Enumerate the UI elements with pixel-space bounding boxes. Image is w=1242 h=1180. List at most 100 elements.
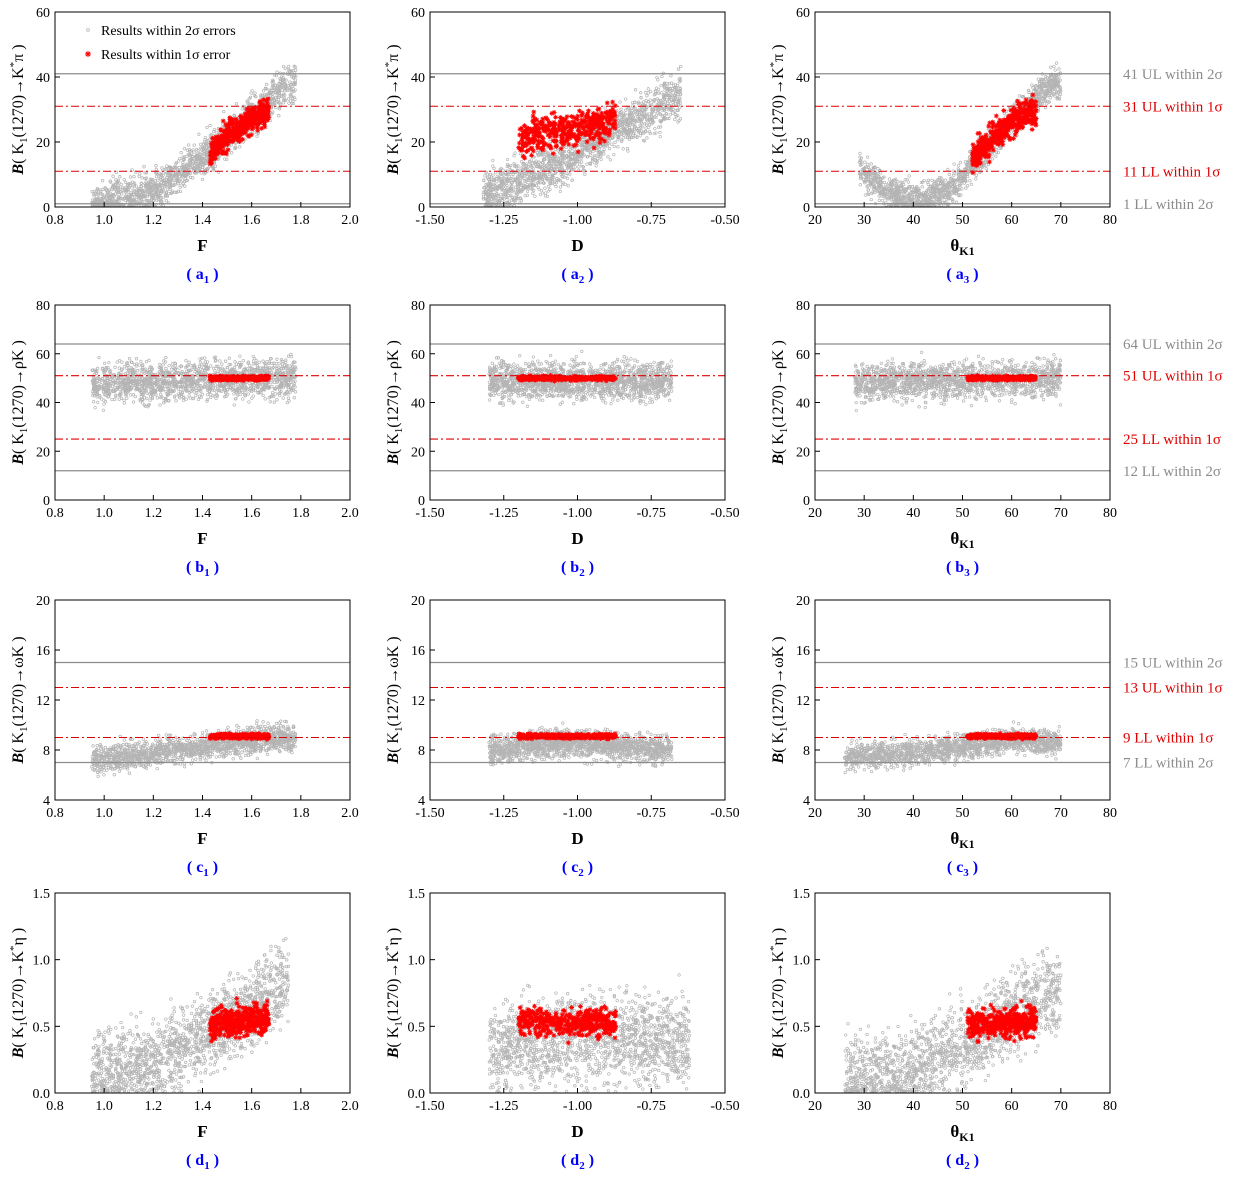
- y-label-paren: ( K: [770, 143, 787, 164]
- x-tick-label: 1.2: [145, 1099, 163, 1114]
- series-2sigma-points: [91, 720, 297, 778]
- x-tick-label: 50: [956, 213, 970, 228]
- panel-label-letter: ( b: [186, 559, 204, 576]
- x-tick-label: -1.25: [489, 1099, 518, 1114]
- x-axis-label: θK1: [950, 1122, 974, 1144]
- scatter-points: [858, 62, 1062, 209]
- y-tick-label: 4: [803, 794, 810, 809]
- panel-label: ( d2 ): [946, 1152, 979, 1172]
- side-label-lower-2sigma: 7 LL within 2σ: [1123, 756, 1213, 772]
- y-tick-label: 40: [36, 397, 50, 412]
- x-axis-subscript: K1: [959, 537, 974, 551]
- y-tick-label: 1.0: [408, 954, 426, 969]
- y-tick-label: 60: [36, 348, 50, 363]
- x-tick-label: 20: [808, 213, 822, 228]
- panel-label-letter: ( c: [187, 859, 203, 876]
- panel-label: ( b2 ): [561, 559, 594, 579]
- series-1sigma-points: [970, 93, 1039, 175]
- scatter-points: [91, 353, 297, 412]
- y-label-final-end: π ): [385, 44, 402, 61]
- x-axis-label: F: [197, 829, 207, 848]
- y-axis-label: B( K1(1270)→K*η ): [768, 928, 790, 1059]
- x-axis-symbol: F: [197, 829, 207, 848]
- y-label-prefix: B: [770, 753, 787, 765]
- y-tick-label: 60: [411, 348, 425, 363]
- y-label-process: (1270)→: [10, 79, 27, 138]
- panel-label-letter: ( c: [562, 859, 578, 876]
- side-label-lower-1sigma: 11 LL within 1σ: [1123, 164, 1220, 180]
- y-label-paren: ( K: [385, 1026, 402, 1047]
- y-label-process: (1270)→: [770, 668, 787, 727]
- x-tick-label: 40: [906, 806, 920, 821]
- y-label-paren: ( K: [385, 732, 402, 753]
- y-label-process: (1270)→: [770, 369, 787, 428]
- x-axis-symbol: F: [197, 236, 207, 255]
- x-axis-symbol: D: [571, 829, 583, 848]
- y-label-process: (1270)→: [10, 369, 27, 428]
- x-tick-label: 1.6: [243, 213, 261, 228]
- panel-label-close: ): [584, 266, 593, 283]
- y-tick-label: 0: [43, 494, 50, 509]
- x-tick-label: 1.4: [194, 213, 212, 228]
- x-axis-symbol: D: [571, 1122, 583, 1141]
- x-axis-label: F: [197, 1122, 207, 1141]
- y-label-final-end: η ): [770, 928, 787, 946]
- plot-frame: [430, 600, 725, 800]
- y-tick-label: 20: [411, 136, 425, 151]
- side-label-upper-1sigma: 31 UL within 1σ: [1123, 99, 1223, 115]
- y-label-final-state: K: [10, 67, 27, 79]
- x-tick-label: 1.0: [95, 213, 113, 228]
- y-label-final-end: η ): [10, 928, 27, 946]
- y-label-process: (1270)→: [385, 668, 402, 727]
- y-tick-label: 8: [43, 744, 50, 759]
- y-tick-label: 1.5: [793, 887, 811, 902]
- y-tick-label: 16: [36, 644, 50, 659]
- y-axis-label: B( K1(1270)→ωK ): [10, 636, 30, 764]
- panel-label-letter: ( b: [561, 559, 579, 576]
- y-label-final-state: ωK ): [10, 636, 27, 667]
- x-tick-label: 1.8: [292, 806, 310, 821]
- y-label-final-end: η ): [385, 928, 402, 946]
- y-label-paren: ( K: [10, 143, 27, 164]
- x-tick-label: 50: [956, 506, 970, 521]
- x-tick-label: 1.4: [194, 506, 212, 521]
- panel-label: ( d2 ): [561, 1152, 594, 1172]
- y-tick-label: 20: [36, 136, 50, 151]
- y-tick-label: 40: [36, 71, 50, 86]
- side-label-upper-1sigma: 51 UL within 1σ: [1123, 369, 1223, 385]
- y-label-final-state: K: [385, 67, 402, 79]
- y-axis-label: B( K1(1270)→K*η ): [8, 928, 30, 1059]
- scatter-points: [488, 722, 673, 768]
- side-label-lower-2sigma: 1 LL within 2σ: [1123, 197, 1213, 213]
- panel-label: ( b1 ): [186, 559, 219, 579]
- x-tick-label: 30: [857, 213, 871, 228]
- scatter-points: [854, 351, 1063, 412]
- legend-label-2sigma: Results within 2σ errors: [101, 24, 236, 39]
- series-2sigma-points: [482, 65, 682, 208]
- y-axis-label: B( K1(1270)→ωK ): [770, 636, 790, 764]
- y-label-paren: ( K: [770, 732, 787, 753]
- panel-label: ( d1 ): [186, 1152, 219, 1172]
- y-tick-label: 20: [796, 136, 810, 151]
- plot-frame: [815, 893, 1110, 1093]
- x-tick-label: 20: [808, 1099, 822, 1114]
- y-label-process: (1270)→: [385, 79, 402, 138]
- y-label-final-state: K: [10, 951, 27, 963]
- y-axis-label: B( K1(1270)→K*π ): [8, 44, 30, 175]
- panel-label-letter: ( d: [186, 1152, 204, 1169]
- y-label-prefix: B: [10, 753, 27, 765]
- x-axis-symbol: F: [197, 529, 207, 548]
- x-tick-label: 60: [1005, 213, 1019, 228]
- plot-frame: [815, 600, 1110, 800]
- panel-label-close: ): [585, 1152, 594, 1169]
- plot-frame: [55, 600, 350, 800]
- x-tick-label: -1.25: [489, 806, 518, 821]
- x-axis-label: D: [571, 1122, 583, 1141]
- panel-label: ( c3 ): [947, 859, 978, 879]
